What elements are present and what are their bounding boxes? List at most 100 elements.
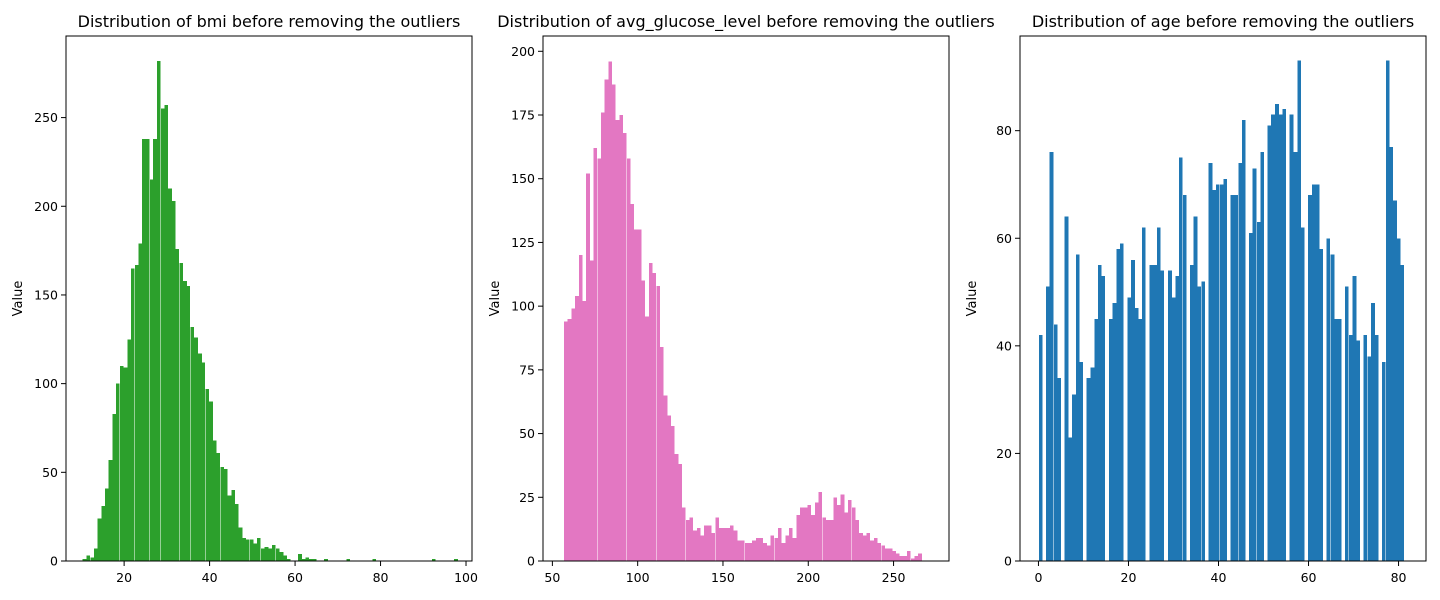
bars — [1038, 60, 1405, 562]
histogram-bar — [212, 440, 217, 561]
histogram-bar — [1134, 308, 1139, 561]
x-axis-ticks: 0 20 40 60 80 — [1034, 561, 1407, 585]
histogram-bar — [1271, 114, 1275, 561]
histogram-bar — [260, 548, 265, 561]
histogram-bar — [571, 308, 575, 561]
histogram-bar — [689, 517, 694, 561]
histogram-bar — [855, 520, 860, 561]
x-tick-label: 60 — [287, 570, 303, 585]
histogram-bar — [164, 105, 168, 562]
histogram-bar — [641, 280, 646, 561]
histogram-bar — [175, 248, 180, 561]
histogram-bar — [1168, 270, 1172, 561]
histogram-bar — [245, 539, 250, 561]
bars — [563, 61, 922, 562]
histogram-bar — [807, 504, 812, 561]
histogram-bar — [301, 559, 306, 561]
histogram-bar — [1326, 238, 1331, 561]
histogram-bar — [220, 467, 224, 561]
histogram-bar — [231, 490, 236, 561]
histogram-bar — [597, 158, 601, 561]
y-tick-label: 60 — [996, 231, 1012, 246]
histogram-bar — [840, 494, 845, 561]
histogram-bar — [1193, 216, 1198, 562]
histogram-bar — [1293, 152, 1298, 561]
y-tick-label: 250 — [34, 110, 58, 125]
y-tick-label: 20 — [996, 446, 1012, 461]
x-tick-label: 20 — [116, 570, 132, 585]
histogram-bar — [1112, 302, 1117, 561]
histogram-bar — [726, 527, 731, 561]
histogram-bar — [1109, 318, 1113, 561]
histogram-bar — [324, 559, 328, 561]
histogram-bar — [275, 548, 280, 561]
histogram-bar — [1300, 227, 1305, 561]
histogram-bar — [737, 540, 742, 561]
histogram-bar — [253, 543, 258, 561]
histogram-bar — [722, 527, 727, 561]
histogram-bar — [101, 506, 106, 561]
histogram-bar — [145, 138, 150, 561]
histogram-bar — [149, 179, 154, 562]
histogram-bar — [1344, 286, 1349, 561]
y-tick-label: 40 — [996, 338, 1012, 353]
bars — [82, 60, 458, 562]
histogram-bar — [652, 273, 657, 561]
y-tick-label: 0 — [527, 554, 535, 569]
x-tick-label: 50 — [544, 570, 560, 585]
histogram-bar — [1315, 184, 1320, 561]
histogram-bar — [848, 499, 852, 561]
x-tick-label: 100 — [626, 570, 650, 585]
histogram-bar — [209, 401, 213, 561]
histogram-bar — [1175, 275, 1179, 561]
histogram-bar — [227, 495, 232, 562]
histogram-bar — [1374, 335, 1379, 561]
histogram-bar — [763, 543, 767, 561]
histogram-bar — [216, 452, 221, 561]
x-tick-label: 80 — [373, 570, 389, 585]
histogram-bar — [1160, 270, 1165, 561]
histogram-bar — [1282, 109, 1287, 561]
x-tick-label: 20 — [1121, 570, 1137, 585]
histogram-bar — [567, 318, 572, 561]
histogram-bar — [268, 548, 273, 561]
histogram-bar — [86, 555, 91, 561]
x-tick-label: 250 — [882, 570, 906, 585]
histogram-bar — [593, 148, 598, 561]
histogram-bar — [659, 346, 664, 561]
histogram-bar — [116, 383, 120, 561]
y-tick-label: 50 — [42, 465, 58, 480]
histogram-bar — [1153, 265, 1157, 561]
histogram-bar — [123, 367, 128, 561]
histogram-bar — [1190, 265, 1194, 561]
histogram-bar — [1385, 60, 1390, 562]
y-tick-label: 125 — [511, 235, 535, 250]
histogram-bar — [171, 200, 176, 561]
histogram-bar — [1367, 356, 1372, 561]
chart-title: Distribution of age before removing the … — [1032, 12, 1414, 31]
x-tick-label: 100 — [454, 570, 478, 585]
histogram-bar — [1337, 318, 1342, 561]
histogram-bar — [1381, 361, 1386, 561]
histogram-bar — [578, 255, 583, 562]
histogram-bar — [600, 112, 605, 562]
histogram-bar — [589, 260, 594, 561]
histogram-bar — [190, 326, 195, 561]
y-axis-label: Value — [11, 281, 26, 317]
histogram-bar — [1389, 146, 1394, 561]
y-axis-ticks: 0 25 50 75 100 125 150 175 200 — [511, 44, 543, 569]
histogram-bar — [142, 138, 146, 561]
chart-title: Distribution of bmi before removing the … — [78, 12, 461, 31]
histogram-bar — [1086, 378, 1091, 561]
histogram-bar — [1352, 275, 1357, 561]
histogram-bar — [663, 395, 668, 561]
histogram-bar — [645, 316, 649, 561]
histogram-bar — [1049, 152, 1054, 561]
histogram-bar — [201, 362, 206, 561]
histogram-bar — [704, 525, 708, 561]
histogram-bar — [844, 512, 849, 561]
histogram-bar — [1260, 152, 1265, 561]
histogram-bar — [183, 280, 187, 561]
histogram-bar — [766, 545, 771, 561]
chart-title: Distribution of avg_glucose_level before… — [497, 12, 995, 32]
